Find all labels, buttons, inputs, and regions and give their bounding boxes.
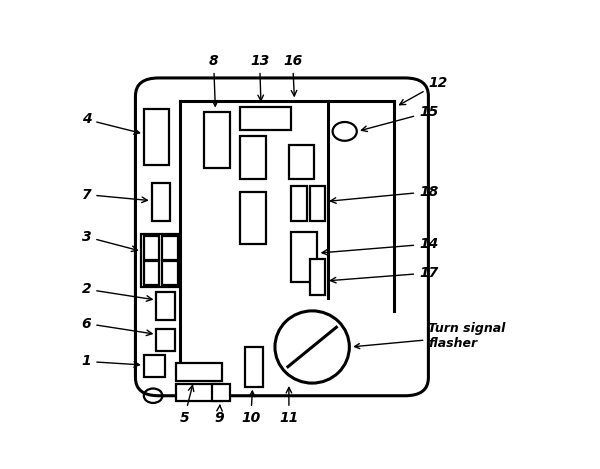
- Bar: [144, 236, 159, 260]
- Bar: [245, 347, 263, 387]
- Bar: [157, 329, 175, 351]
- Text: 2: 2: [82, 282, 152, 301]
- Text: 13: 13: [250, 54, 269, 101]
- Text: 16: 16: [283, 54, 302, 96]
- Bar: [240, 136, 266, 179]
- Bar: [240, 107, 291, 130]
- Bar: [152, 183, 170, 220]
- FancyBboxPatch shape: [136, 78, 428, 396]
- Text: 10: 10: [241, 391, 260, 425]
- Bar: [212, 384, 230, 401]
- Bar: [176, 363, 222, 381]
- Bar: [310, 258, 325, 295]
- Bar: [157, 292, 175, 320]
- Text: 17: 17: [331, 266, 439, 283]
- Text: 15: 15: [361, 105, 439, 131]
- Text: 14: 14: [322, 237, 439, 255]
- Ellipse shape: [275, 311, 349, 383]
- Text: 12: 12: [400, 76, 448, 105]
- Bar: [204, 112, 230, 168]
- Text: 9: 9: [214, 405, 224, 425]
- Bar: [142, 234, 180, 287]
- Bar: [291, 232, 317, 282]
- Bar: [310, 186, 325, 220]
- Bar: [144, 355, 165, 377]
- Text: 18: 18: [331, 185, 439, 203]
- Text: Turn signal
flasher: Turn signal flasher: [355, 322, 506, 350]
- Bar: [291, 186, 307, 220]
- Bar: [176, 384, 222, 401]
- Text: 6: 6: [82, 317, 152, 336]
- Bar: [144, 261, 159, 285]
- Text: 11: 11: [279, 387, 299, 425]
- Text: 7: 7: [82, 188, 148, 203]
- Bar: [289, 145, 314, 179]
- Bar: [163, 261, 178, 285]
- Text: 1: 1: [82, 355, 139, 369]
- Text: 5: 5: [179, 386, 194, 425]
- Bar: [144, 109, 169, 165]
- Text: 3: 3: [82, 230, 137, 251]
- Bar: [240, 192, 266, 244]
- Text: 8: 8: [209, 54, 218, 106]
- Text: 4: 4: [82, 113, 140, 134]
- Bar: [163, 236, 178, 260]
